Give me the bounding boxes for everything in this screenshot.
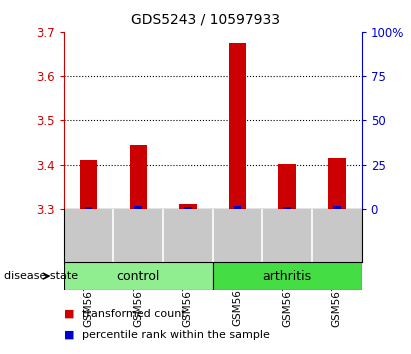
- Text: disease state: disease state: [4, 271, 78, 281]
- Bar: [333, 206, 341, 209]
- Bar: [284, 207, 291, 209]
- Bar: [85, 207, 92, 209]
- Text: arthritis: arthritis: [263, 270, 312, 282]
- Text: ■: ■: [64, 330, 74, 340]
- Text: percentile rank within the sample: percentile rank within the sample: [82, 330, 270, 340]
- Bar: [279, 164, 296, 209]
- Text: GDS5243 / 10597933: GDS5243 / 10597933: [131, 12, 280, 27]
- Bar: [229, 43, 246, 209]
- Bar: [179, 205, 196, 209]
- Bar: [184, 207, 192, 209]
- Text: transformed count: transformed count: [82, 309, 186, 319]
- Bar: [234, 206, 241, 209]
- Bar: [213, 262, 362, 290]
- Bar: [80, 160, 97, 209]
- Text: ■: ■: [64, 309, 74, 319]
- Bar: [129, 145, 147, 209]
- Bar: [64, 262, 213, 290]
- Text: control: control: [116, 270, 160, 282]
- Bar: [134, 206, 142, 209]
- Bar: [328, 158, 346, 209]
